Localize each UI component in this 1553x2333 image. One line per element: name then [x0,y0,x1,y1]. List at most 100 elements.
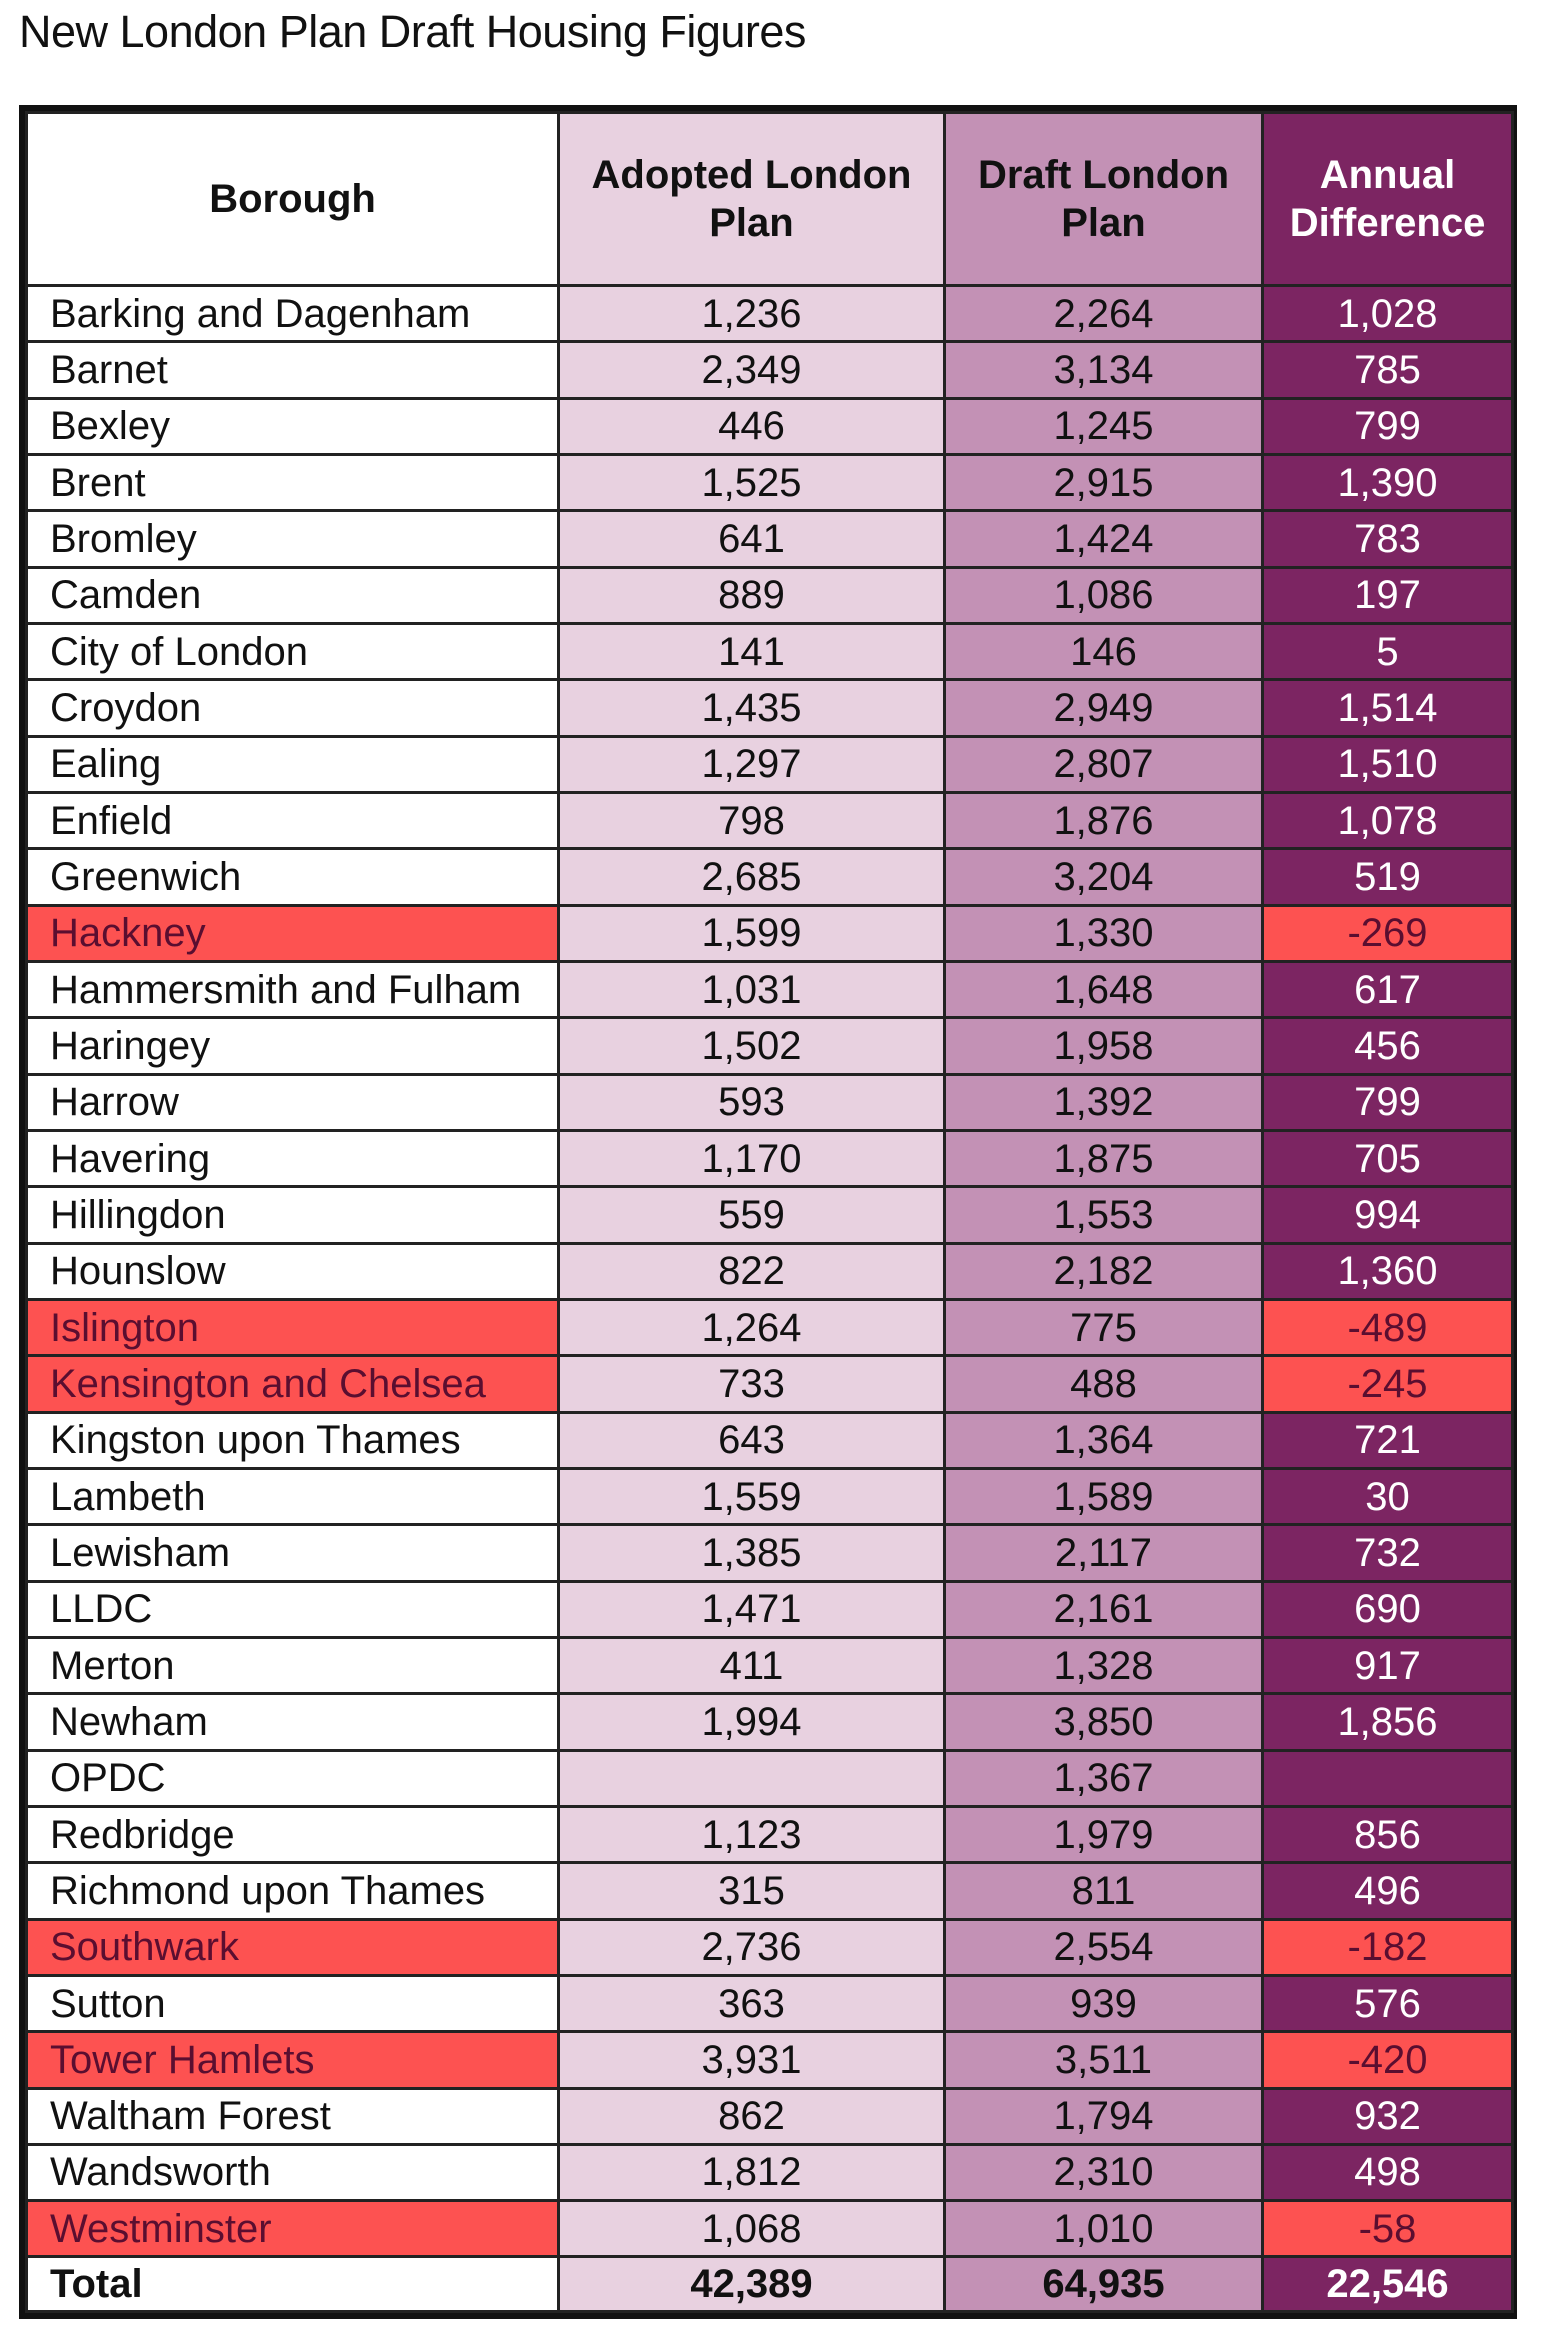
table-row: City of London 141 146 5 [25,621,1514,682]
table-row: Richmond upon Thames 315 811 496 [25,1861,1514,1921]
adopted-cell: 2,685 [557,847,946,907]
adopted-cell: 643 [557,1410,946,1470]
table-body: Barking and Dagenham 1,236 2,264 1,028 Barne… [25,283,1514,2313]
draft-cell: 1,648 [943,959,1264,1020]
borough-cell: Waltham Forest [25,2086,560,2146]
draft-cell: 3,134 [943,340,1264,400]
adopted-cell: 1,471 [557,1579,946,1639]
difference-cell: 799 [1261,396,1514,456]
borough-cell: Croydon [25,678,560,738]
borough-cell: Haringey [25,1016,560,1076]
draft-cell: 939 [943,1973,1264,2034]
table-row: Hillingdon 559 1,553 994 [25,1185,1514,1245]
difference-cell: 1,028 [1261,283,1514,344]
draft-cell: 3,850 [943,1692,1264,1752]
adopted-cell: 1,525 [557,452,946,513]
table-row: Bromley 641 1,424 783 [25,509,1514,569]
difference-cell: 783 [1261,509,1514,569]
table-header-row: Borough Adopted London Plan Draft London… [25,111,1514,287]
difference-cell: -58 [1261,2199,1514,2259]
borough-cell: Merton [25,1635,560,1696]
draft-cell: 1,392 [943,1072,1264,1132]
draft-cell: 1,424 [943,509,1264,569]
adopted-cell: 593 [557,1072,946,1132]
table-row: Kensington and Chelsea 733 488 -245 [25,1354,1514,1414]
adopted-cell: 363 [557,1973,946,2034]
borough-cell: Lambeth [25,1466,560,1527]
difference-cell: 617 [1261,959,1514,1020]
borough-cell: Bromley [25,509,560,569]
difference-cell: 30 [1261,1466,1514,1527]
borough-cell: Kensington and Chelsea [25,1354,560,1414]
draft-cell: 2,949 [943,678,1264,738]
table-row: Greenwich 2,685 3,204 519 [25,847,1514,907]
draft-cell: 1,364 [943,1410,1264,1470]
borough-cell: Tower Hamlets [25,2030,560,2090]
draft-cell: 1,367 [943,1748,1264,1808]
table-row: Waltham Forest 862 1,794 932 [25,2086,1514,2146]
draft-cell: 2,915 [943,452,1264,513]
table-row: LLDC 1,471 2,161 690 [25,1579,1514,1639]
borough-cell: Hounslow [25,1241,560,1301]
adopted-cell: 1,559 [557,1466,946,1527]
borough-cell: Lewisham [25,1523,560,1583]
adopted-cell: 822 [557,1241,946,1301]
borough-cell: Ealing [25,734,560,794]
table-row: Barking and Dagenham 1,236 2,264 1,028 [25,283,1514,344]
table-row: Islington 1,264 775 -489 [25,1297,1514,1358]
total-difference: 22,546 [1261,2255,1514,2313]
difference-cell: 498 [1261,2142,1514,2203]
table-row: Enfield 798 1,876 1,078 [25,790,1514,851]
adopted-cell: 411 [557,1635,946,1696]
adopted-cell: 798 [557,790,946,851]
draft-cell: 1,794 [943,2086,1264,2146]
adopted-cell: 2,349 [557,340,946,400]
borough-cell: Camden [25,565,560,625]
difference-cell: 1,856 [1261,1692,1514,1752]
adopted-cell: 1,236 [557,283,946,344]
draft-cell: 775 [943,1297,1264,1358]
difference-cell: 519 [1261,847,1514,907]
difference-cell: 732 [1261,1523,1514,1583]
table-row: Bexley 446 1,245 799 [25,396,1514,456]
table-row: Kingston upon Thames 643 1,364 721 [25,1410,1514,1470]
total-row: Total 42,389 64,935 22,546 [25,2255,1514,2313]
difference-cell: 496 [1261,1861,1514,1921]
borough-cell: Barnet [25,340,560,400]
difference-cell: 690 [1261,1579,1514,1639]
adopted-cell: 862 [557,2086,946,2146]
adopted-cell: 559 [557,1185,946,1245]
draft-cell: 1,245 [943,396,1264,456]
draft-cell: 1,979 [943,1804,1264,1865]
column-header-adopted: Adopted London Plan [557,111,946,287]
difference-cell: 721 [1261,1410,1514,1470]
adopted-cell [557,1748,946,1808]
table-row: Hackney 1,599 1,330 -269 [25,903,1514,963]
difference-cell: 1,390 [1261,452,1514,513]
table-row: Hammersmith and Fulham 1,031 1,648 617 [25,959,1514,1020]
adopted-cell: 1,123 [557,1804,946,1865]
table-row: Wandsworth 1,812 2,310 498 [25,2142,1514,2203]
draft-cell: 1,328 [943,1635,1264,1696]
draft-cell: 146 [943,621,1264,682]
difference-cell: 785 [1261,340,1514,400]
borough-cell: Southwark [25,1917,560,1977]
table-row: Newham 1,994 3,850 1,856 [25,1692,1514,1752]
difference-cell: 1,078 [1261,790,1514,851]
draft-cell: 2,310 [943,2142,1264,2203]
adopted-cell: 1,297 [557,734,946,794]
table-row: Harrow 593 1,392 799 [25,1072,1514,1132]
borough-cell: Barking and Dagenham [25,283,560,344]
difference-cell: 932 [1261,2086,1514,2146]
housing-table-wrapper: Borough Adopted London Plan Draft London… [19,105,1517,2319]
table-row: Camden 889 1,086 197 [25,565,1514,625]
adopted-cell: 315 [557,1861,946,1921]
draft-cell: 1,876 [943,790,1264,851]
adopted-cell: 889 [557,565,946,625]
draft-cell: 1,010 [943,2199,1264,2259]
borough-cell: Newham [25,1692,560,1752]
draft-cell: 3,511 [943,2030,1264,2090]
borough-cell: Enfield [25,790,560,851]
table-row: Ealing 1,297 2,807 1,510 [25,734,1514,794]
adopted-cell: 1,502 [557,1016,946,1076]
